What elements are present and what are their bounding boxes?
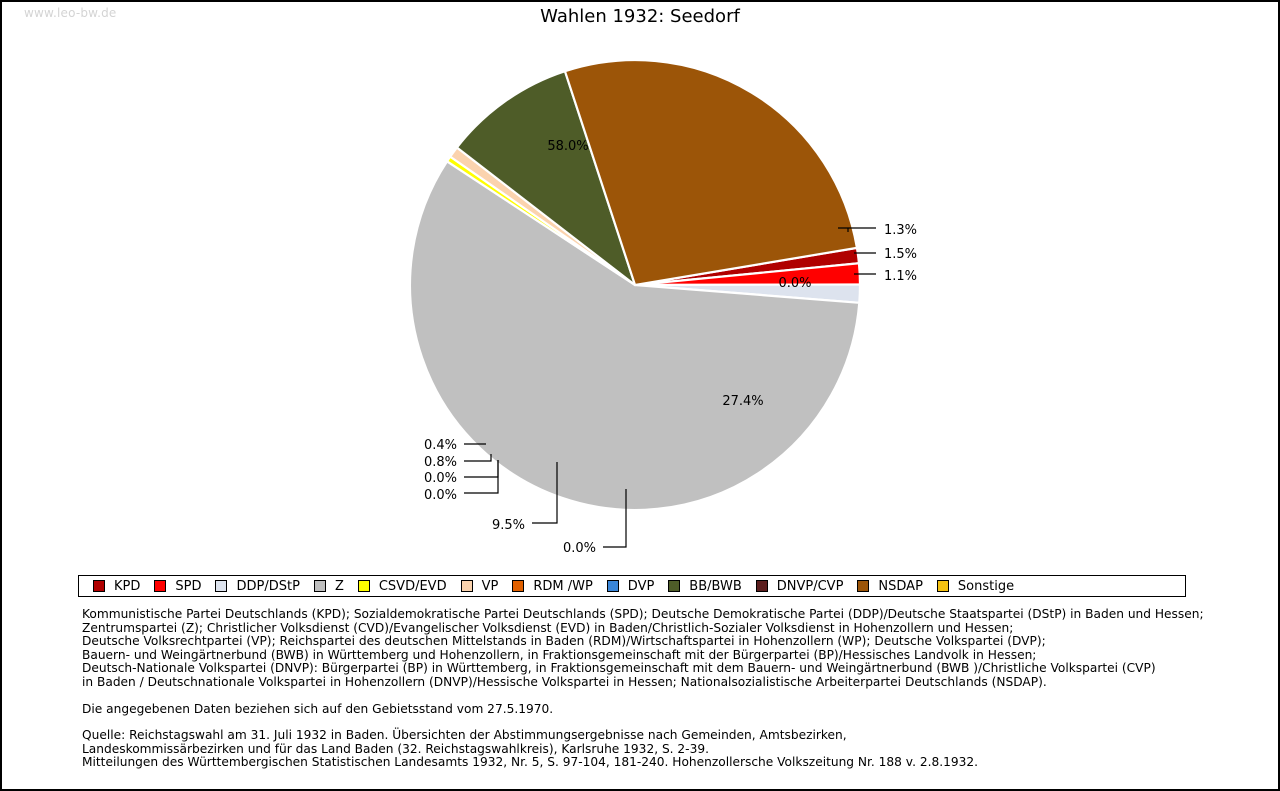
pie-leader-lines <box>464 227 876 548</box>
legend-item-rdm-wp[interactable]: RDM /WP <box>498 578 593 594</box>
legend-item-dvp[interactable]: DVP <box>593 578 655 594</box>
legend-swatch-icon <box>936 580 949 592</box>
legend-item-z[interactable]: Z <box>300 579 344 594</box>
leader-line <box>838 227 876 232</box>
legend-swatch-icon <box>215 580 228 592</box>
footnote-line: Bauern- und Weingärtnerbund (BWB) in Wür… <box>82 647 1037 662</box>
pie-slice-labels: 58.0%27.4%0.0%1.3%1.5%1.1%0.4%0.8%0.0%0.… <box>424 139 917 556</box>
label-ddp: 1.3% <box>884 223 917 238</box>
leader-line <box>464 460 499 478</box>
footnote-line: in Baden / Deutschnationale Volkspartei … <box>82 674 1047 689</box>
pie-chart-svg: 58.0%27.4%0.0%1.3%1.5%1.1%0.4%0.8%0.0%0.… <box>408 58 917 556</box>
legend-swatch-icon <box>460 580 473 592</box>
label-spd: 1.5% <box>884 247 917 262</box>
pie-slice-z[interactable] <box>408 160 861 512</box>
legend-item-sonstige[interactable]: Sonstige <box>923 579 1014 594</box>
legend-label: VP <box>481 578 499 594</box>
label-dvp: 0.0% <box>424 488 457 503</box>
legend-swatch-icon <box>313 580 326 592</box>
leader-line <box>464 460 499 494</box>
leader-line <box>532 462 558 524</box>
legend-item-csvd-evd[interactable]: CSVD/EVD <box>344 579 447 594</box>
legend-label: SPD <box>175 578 202 594</box>
legend-label: NSDAP <box>878 578 923 594</box>
footnote-line: Die angegebenen Daten beziehen sich auf … <box>82 701 554 716</box>
footnote-party-names: Kommunistische Partei Deutschlands (KPD)… <box>82 607 1262 690</box>
footnote-territory-note: Die angegebenen Daten beziehen sich auf … <box>82 701 1262 717</box>
legend-item-bb-bwb[interactable]: BB/BWB <box>654 578 742 594</box>
legend-label: BB/BWB <box>689 578 742 594</box>
label-vp: 0.8% <box>424 455 457 470</box>
footnote-line: Quelle: Reichstagswahl am 31. Juli 1932 … <box>82 728 847 743</box>
legend-swatch-icon <box>154 580 167 592</box>
legend-item-dnvp-cvp[interactable]: DNVP/CVP <box>742 578 844 594</box>
footnote-line: Deutsche Volksrechtpartei (VP); Reichspa… <box>82 634 1046 649</box>
footnote-line: Deutsch-Nationale Volkspartei (DNVP): Bü… <box>82 661 1156 676</box>
label-nsdap: 27.4% <box>722 394 763 409</box>
pie-slice-bb-bwb[interactable] <box>455 70 637 287</box>
legend-label: CSVD/EVD <box>378 578 447 594</box>
legend-label: Z <box>334 578 344 594</box>
legend-label: DDP/DStP <box>236 578 300 594</box>
legend-label: KPD <box>114 578 141 594</box>
legend-swatch-icon <box>755 580 768 592</box>
footnote-line: Mitteilungen des Württembergischen Stati… <box>82 755 978 770</box>
pie-slices <box>408 58 862 512</box>
page-title: Wahlen 1932: Seedorf <box>540 6 740 27</box>
watermark: www.leo-bw.de <box>24 6 117 20</box>
footnote-line: Landeskommissärbezirken und für das Land… <box>82 741 709 756</box>
legend-label: DNVP/CVP <box>776 578 844 594</box>
label-dnvp: 0.0% <box>778 276 811 291</box>
legend: KPD SPD DDP/DStP Z CSVD/EVD VP RDM /WP DVP BB/BW… <box>78 575 1186 597</box>
label-sonstige: 0.0% <box>563 541 596 556</box>
legend-item-nsdap[interactable]: NSDAP <box>843 579 923 594</box>
pie-slice-nsdap[interactable] <box>563 58 859 287</box>
legend-swatch-icon <box>668 580 681 592</box>
legend-swatch-icon <box>93 580 105 592</box>
legend-swatch-icon <box>606 580 619 592</box>
footnote-spacer-1 <box>82 690 1262 703</box>
legend-item-ddp-dstp[interactable]: DDP/DStP <box>201 578 300 594</box>
legend-swatch-icon <box>857 580 870 592</box>
legend-label: DVP <box>627 578 655 594</box>
legend-item-spd[interactable]: SPD <box>140 579 201 594</box>
legend-label: RDM /WP <box>533 578 593 594</box>
legend-swatch-icon <box>512 580 525 592</box>
leader-line <box>464 454 492 462</box>
legend-item-vp[interactable]: VP <box>447 578 499 594</box>
label-kpd: 1.1% <box>884 269 917 284</box>
label-csvd: 0.4% <box>424 438 457 453</box>
label-z: 58.0% <box>547 139 588 154</box>
legend-item-kpd[interactable]: KPD <box>79 579 140 594</box>
footnote-line: Kommunistische Partei Deutschlands (KPD)… <box>82 607 1204 621</box>
footnote-line: Zentrumspartei (Z); Christlicher Volksdi… <box>82 620 1014 635</box>
pie-chart-area: 58.0% 27.4% 0.0% 1.3% 1.5% 1.1% 0.4% 0.8% 0.0% 0.… <box>2 2 1278 567</box>
label-bbbwb: 9.5% <box>492 518 525 533</box>
legend-swatch-icon <box>357 580 370 592</box>
label-rdm: 0.0% <box>424 471 457 486</box>
footnotes: Kommunistische Partei Deutschlands (KPD)… <box>82 607 1262 770</box>
leader-line <box>603 489 627 548</box>
legend-label: Sonstige <box>957 578 1015 594</box>
footnote-source: Quelle: Reichstagswahl am 31. Juli 1932 … <box>82 729 1262 770</box>
